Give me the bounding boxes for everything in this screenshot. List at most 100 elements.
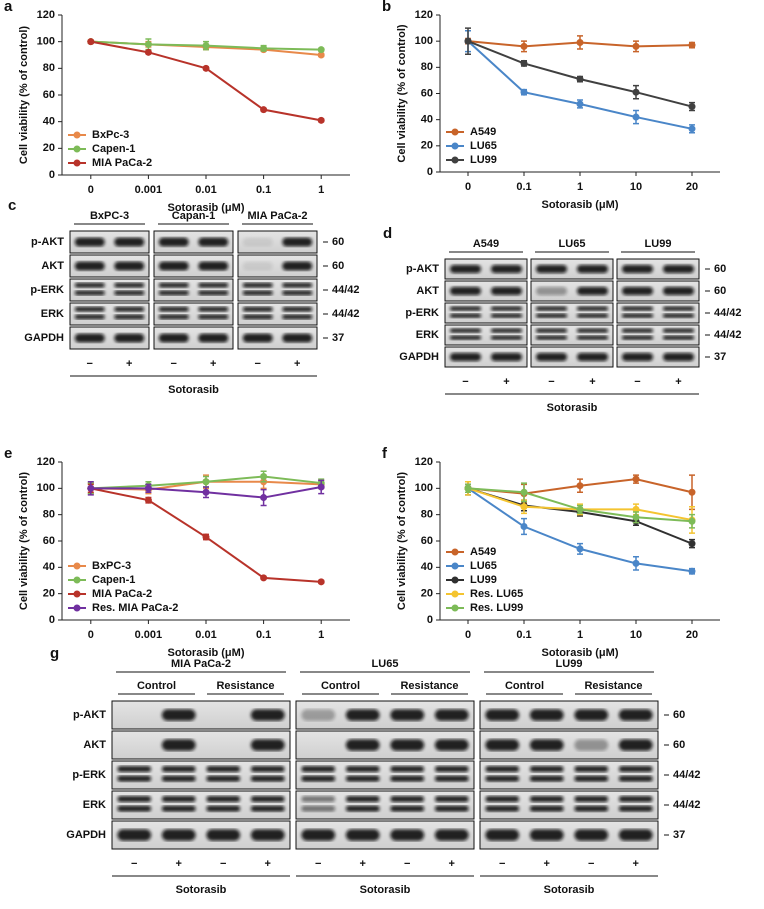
blot-frame: [530, 280, 614, 302]
blot-frame: [237, 302, 318, 326]
blot-band: [490, 313, 523, 318]
group-label: LU99: [556, 658, 583, 670]
x-tick-label: 1: [577, 181, 583, 193]
blot-frame: [237, 254, 318, 278]
group-label: LU99: [645, 238, 672, 250]
x-tick-label: 0.1: [516, 181, 531, 193]
blot-frame: [111, 790, 291, 820]
y-tick-label: 20: [43, 588, 55, 600]
blot-frame: [530, 346, 614, 368]
blot-frame: [530, 302, 614, 324]
data-point: [260, 106, 268, 114]
row-label: GAPDH: [66, 829, 106, 841]
blot-band: [434, 766, 469, 772]
blot-band: [161, 829, 196, 841]
lane-sign: +: [449, 858, 455, 870]
blot-band: [535, 352, 568, 362]
blot-band: [574, 796, 609, 802]
blot-band: [250, 739, 285, 751]
data-point: [688, 125, 696, 133]
blot-band: [449, 328, 482, 333]
blot-band: [618, 709, 653, 721]
blot-band: [662, 264, 695, 274]
lane-sign: +: [589, 376, 595, 388]
legend-label: BxPc-3: [92, 129, 129, 141]
lane-sign: +: [544, 858, 550, 870]
blot-band: [250, 709, 285, 721]
data-point: [576, 545, 584, 553]
data-point: [520, 503, 528, 511]
blot-band: [618, 796, 653, 802]
data-point: [144, 48, 152, 56]
data-point: [202, 488, 210, 496]
blot-band: [621, 328, 654, 333]
blot-band: [490, 306, 523, 311]
y-axis-label: Cell viability (% of control): [18, 26, 30, 164]
blot-band: [117, 796, 152, 802]
blot-band: [535, 286, 568, 296]
data-point: [317, 483, 325, 491]
blot-band: [114, 290, 145, 296]
data-point: [632, 505, 640, 513]
group-label: BxPC-3: [90, 210, 129, 222]
blot-band: [535, 264, 568, 274]
y-axis-label: Cell viability (% of control): [396, 24, 408, 162]
x-tick-label: 1: [318, 629, 324, 641]
blot-frame: [111, 700, 291, 730]
blot-band: [485, 775, 520, 782]
subgroup-label: Resistance: [216, 680, 274, 692]
blot-band: [574, 775, 609, 782]
y-tick-label: 40: [43, 561, 55, 573]
blot-frame: [69, 230, 150, 254]
x-axis-label: Sotorasib (μM): [167, 647, 244, 659]
blot-frame: [616, 302, 700, 324]
data-point: [144, 484, 152, 492]
blot-band: [434, 796, 469, 802]
blot-frame: [69, 302, 150, 326]
blot-band: [529, 739, 564, 751]
row-label: p-ERK: [72, 769, 106, 781]
blot-band: [434, 805, 469, 812]
y-tick-label: 120: [415, 456, 433, 468]
subgroup-label: Resistance: [584, 680, 642, 692]
lane-sign: −: [220, 858, 226, 870]
blot-band: [576, 328, 609, 333]
x-axis-label: Sotorasib (μM): [541, 199, 618, 211]
blot-band: [198, 261, 229, 271]
x-tick-label: 0: [88, 629, 94, 641]
x-tick-label: 0.1: [256, 184, 271, 196]
blot-band: [485, 805, 520, 812]
lane-sign: −: [588, 858, 594, 870]
blot-band: [345, 829, 380, 841]
data-point: [632, 475, 640, 483]
blot-band: [282, 261, 313, 271]
data-point: [317, 51, 325, 59]
x-tick-label: 0.01: [195, 184, 216, 196]
data-point: [520, 59, 528, 67]
blot-band: [434, 829, 469, 841]
blot-band: [117, 766, 152, 772]
blot-band: [434, 775, 469, 782]
blot-frame: [444, 346, 528, 368]
blot-band: [490, 335, 523, 340]
blot-band: [662, 306, 695, 311]
blot-band: [529, 805, 564, 812]
group-label: A549: [473, 238, 499, 250]
x-tick-label: 10: [630, 629, 642, 641]
data-point: [576, 482, 584, 490]
blot-band: [74, 282, 105, 288]
row-label: AKT: [83, 739, 106, 751]
lane-sign: +: [294, 358, 300, 370]
blot-frame: [295, 790, 475, 820]
x-tick-label: 0.001: [135, 184, 163, 196]
data-point: [632, 42, 640, 50]
y-axis-label: Cell viability (% of control): [18, 472, 30, 610]
blot-frame: [237, 278, 318, 302]
blot-band: [161, 766, 196, 772]
legend-marker: [451, 156, 459, 164]
blot-band: [301, 829, 336, 841]
data-point: [202, 42, 210, 50]
blot-band: [535, 313, 568, 318]
blot-band: [345, 775, 380, 782]
blot-band: [449, 313, 482, 318]
